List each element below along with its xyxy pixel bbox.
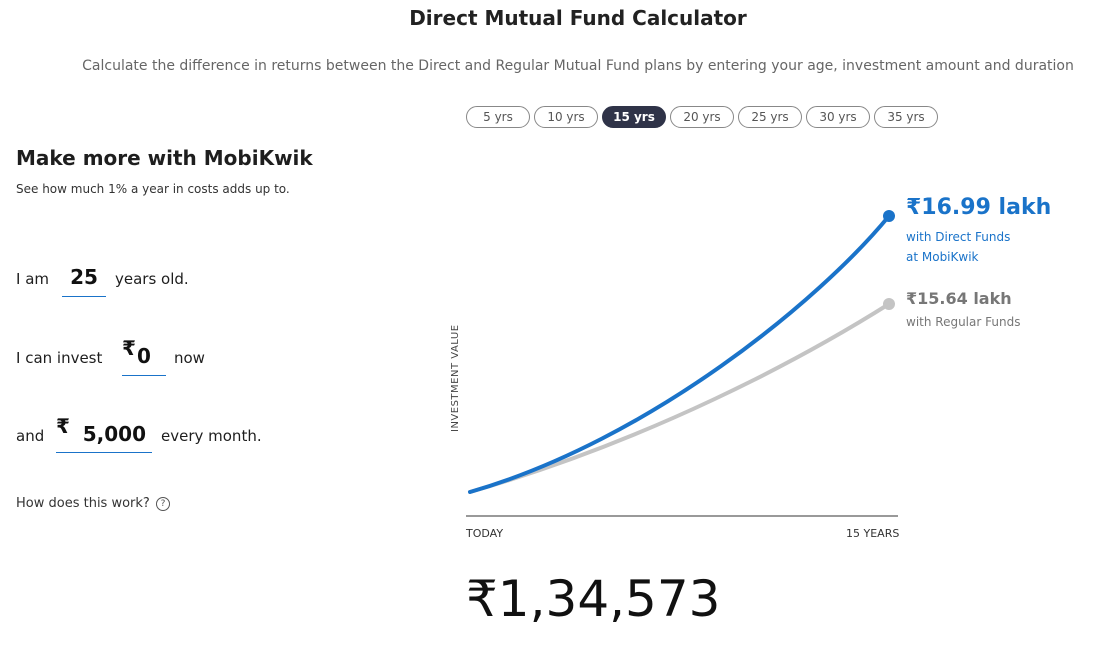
regular-funds-line <box>468 302 891 494</box>
direct-funds-end-point <box>883 210 895 222</box>
direct-caption-line-2: at MobiKwik <box>906 250 979 264</box>
invest-prefix: I can invest <box>16 349 103 367</box>
tab-25-yrs[interactable]: 25 yrs <box>738 106 802 128</box>
rupee-icon: ₹ <box>56 414 70 438</box>
regular-funds-value: ₹15.64 lakh <box>906 289 1012 308</box>
duration-tabs: 5 yrs 10 yrs 15 yrs 20 yrs 25 yrs 30 yrs… <box>466 106 938 128</box>
age-input[interactable]: 25 <box>62 262 106 297</box>
monthly-suffix: every month. <box>161 427 262 445</box>
page-subtitle: Calculate the difference in returns betw… <box>82 58 1074 74</box>
section-subheading: See how much 1% a year in costs adds up … <box>16 182 290 196</box>
direct-funds-caption: with Direct Funds at MobiKwik <box>906 227 1010 267</box>
monthly-input[interactable]: 5,000 <box>56 419 152 453</box>
tab-35-yrs[interactable]: 35 yrs <box>874 106 938 128</box>
difference-amount: ₹1,34,573 <box>466 570 721 628</box>
x-axis-end-label: 15 YEARS <box>846 527 900 540</box>
section-heading: Make more with MobiKwik <box>16 146 313 170</box>
monthly-prefix: and <box>16 427 45 445</box>
direct-funds-value: ₹16.99 lakh <box>906 195 1052 220</box>
direct-funds-line <box>468 214 891 494</box>
help-icon[interactable]: ? <box>156 497 170 511</box>
regular-funds-end-point <box>883 298 895 310</box>
page-title: Direct Mutual Fund Calculator <box>409 6 747 30</box>
tab-15-yrs[interactable]: 15 yrs <box>602 106 666 128</box>
invest-suffix: now <box>174 349 205 367</box>
direct-caption-line-1: with Direct Funds <box>906 230 1011 244</box>
age-prefix: I am <box>16 270 49 288</box>
tab-30-yrs[interactable]: 30 yrs <box>806 106 870 128</box>
tab-5-yrs[interactable]: 5 yrs <box>466 106 530 128</box>
tab-20-yrs[interactable]: 20 yrs <box>670 106 734 128</box>
invest-now-input[interactable]: 0 <box>122 341 166 376</box>
age-suffix: years old. <box>115 270 189 288</box>
regular-funds-caption: with Regular Funds <box>906 315 1021 329</box>
x-axis-start-label: TODAY <box>466 527 504 540</box>
how-it-works-link[interactable]: How does this work? <box>16 496 150 511</box>
tab-10-yrs[interactable]: 10 yrs <box>534 106 598 128</box>
rupee-icon: ₹ <box>122 336 136 360</box>
